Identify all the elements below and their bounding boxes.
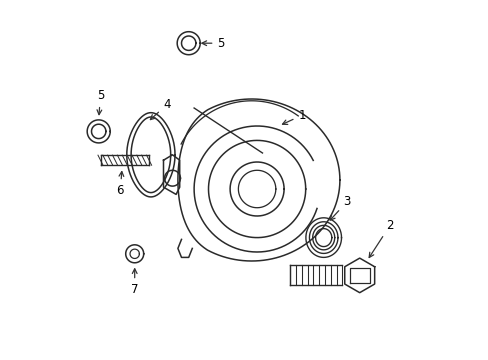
Text: 6: 6 xyxy=(116,172,124,197)
Text: 2: 2 xyxy=(368,219,393,257)
Text: 7: 7 xyxy=(131,269,138,296)
Text: 3: 3 xyxy=(329,195,350,220)
Text: 5: 5 xyxy=(97,89,104,114)
Text: 4: 4 xyxy=(150,98,170,120)
Text: 5: 5 xyxy=(202,37,224,50)
Text: 1: 1 xyxy=(282,109,305,125)
